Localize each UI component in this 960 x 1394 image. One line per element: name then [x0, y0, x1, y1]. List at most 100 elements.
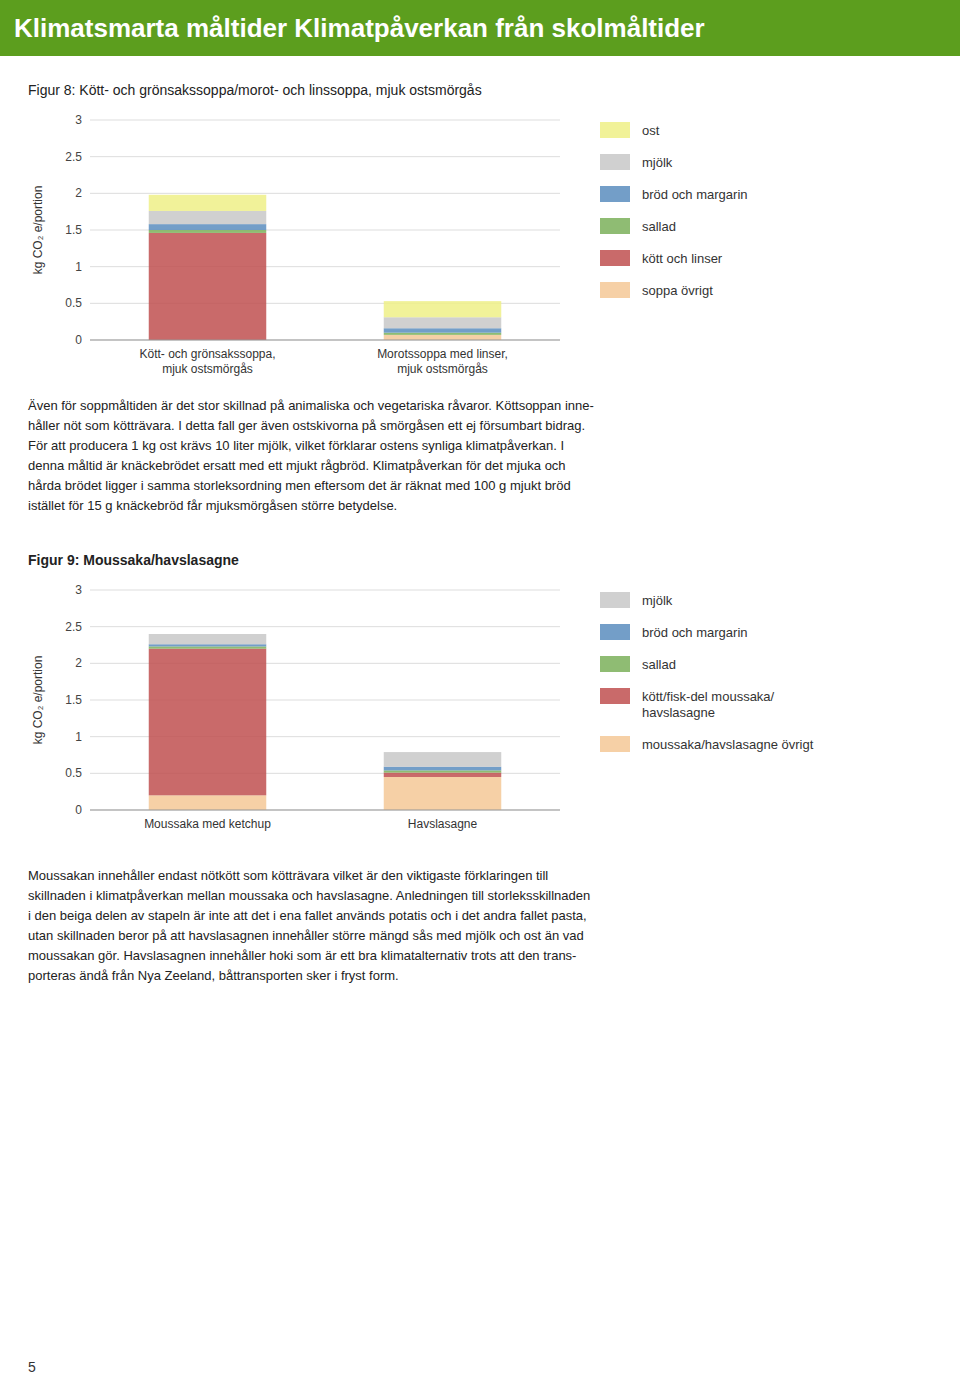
- bar-segment: [149, 233, 267, 340]
- bar-segment: [384, 777, 502, 810]
- x-tick-label: Morotssoppa med linser,mjuk ostsmörgås: [377, 347, 508, 376]
- text-line: Morotssoppa med linser,: [377, 347, 508, 361]
- legend-label: sallad: [642, 657, 676, 672]
- y-axis-label: kg CO₂ e/portion: [31, 186, 45, 275]
- text-line: mjölk: [642, 155, 673, 170]
- chart-title: Figur 9: Moussaka/havslasagne: [28, 552, 239, 568]
- text-line: kött/fisk-del moussaka/: [642, 689, 775, 704]
- y-tick-label: 0.5: [65, 296, 82, 310]
- legend-label: ost: [642, 123, 660, 138]
- text-line: Kött- och grönsakssoppa,: [139, 347, 275, 361]
- legend-swatch: [600, 250, 630, 266]
- bar-segment: [384, 317, 502, 328]
- text-line: kött och linser: [642, 251, 723, 266]
- y-axis-label: kg CO₂ e/portion: [31, 656, 45, 745]
- text-line: moussaka/havslasagne övrigt: [642, 737, 814, 752]
- legend-label: kött och linser: [642, 251, 723, 266]
- x-axis-line: [90, 810, 560, 811]
- body-text: utan skillnaden beror på att havslasagne…: [28, 928, 584, 943]
- body-text: i den beiga delen av stapeln är inte att…: [28, 908, 587, 923]
- background: [0, 0, 960, 1394]
- grid-line: [90, 626, 560, 627]
- legend-swatch: [600, 688, 630, 704]
- bars: [149, 634, 502, 810]
- text-line: sallad: [642, 657, 676, 672]
- bar-segment: [149, 646, 267, 648]
- grid-line: [90, 810, 560, 811]
- text-line: bröd och margarin: [642, 625, 748, 640]
- text-line: bröd och margarin: [642, 187, 748, 202]
- bar-segment: [149, 224, 267, 230]
- y-tick-label: 1.5: [65, 693, 82, 707]
- bar-segment: [384, 335, 502, 340]
- y-tick-label: 1.5: [65, 223, 82, 237]
- legend-swatch: [600, 186, 630, 202]
- grid-line: [90, 120, 560, 121]
- x-tick-label: Havslasagne: [408, 817, 478, 831]
- chart-title: Figur 8: Kött- och grönsakssoppa/morot- …: [28, 82, 482, 98]
- grid-line: [90, 340, 560, 341]
- legend-swatch: [600, 624, 630, 640]
- bar-segment: [149, 195, 267, 211]
- legend-swatch: [600, 218, 630, 234]
- bars: [149, 195, 502, 340]
- bar-segment: [384, 301, 502, 317]
- bar-segment: [149, 644, 267, 646]
- chart: Figur 9: Moussaka/havslasagne00.511.522.…: [28, 552, 814, 983]
- page-title: Klimatsmarta måltider Klimatpåverkan frå…: [14, 13, 705, 43]
- page: Klimatsmarta måltider Klimatpåverkan frå…: [0, 0, 960, 1394]
- bar-segment: [384, 752, 502, 767]
- page-number: 5: [28, 1359, 36, 1375]
- text-line: Havslasagne: [408, 817, 478, 831]
- y-tick-label: 2: [75, 656, 82, 670]
- body-text: moussakan gör. Havslasagnen innehåller h…: [28, 948, 576, 963]
- text-line: mjuk ostsmörgås: [162, 362, 253, 376]
- y-tick-label: 2.5: [65, 150, 82, 164]
- grid-line: [90, 193, 560, 194]
- body-text: Även för soppmåltiden är det stor skilln…: [28, 398, 594, 413]
- body-text: hårda brödet ligger i samma storleksordn…: [28, 478, 571, 493]
- text-line: ost: [642, 123, 660, 138]
- bar-segment: [384, 767, 502, 771]
- y-tick-label: 2: [75, 186, 82, 200]
- body-text: skillnaden i klimatpåverkan mellan mouss…: [28, 888, 590, 903]
- bar-segment: [149, 211, 267, 224]
- y-tick-label: 2.5: [65, 620, 82, 634]
- bar-segment: [384, 328, 502, 332]
- legend-label: soppa övrigt: [642, 283, 713, 298]
- legend-swatch: [600, 282, 630, 298]
- text-line: havslasagne: [642, 705, 715, 720]
- legend-swatch: [600, 592, 630, 608]
- bar-segment: [149, 230, 267, 233]
- bar-segment: [149, 795, 267, 810]
- header-bar: [0, 0, 960, 56]
- y-tick-label: 0: [75, 333, 82, 347]
- bar-segment: [384, 773, 502, 777]
- legend-swatch: [600, 154, 630, 170]
- legend-swatch: [600, 122, 630, 138]
- text-line: soppa övrigt: [642, 283, 713, 298]
- legend-label: mjölk: [642, 155, 673, 170]
- body-text: håller nöt som kötträvara. I detta fall …: [28, 418, 585, 433]
- grid-line: [90, 590, 560, 591]
- body-text: denna måltid är knäckebrödet ersatt med …: [28, 458, 566, 473]
- text-line: sallad: [642, 219, 676, 234]
- grid-line: [90, 156, 560, 157]
- bar-segment: [149, 649, 267, 796]
- legend-swatch: [600, 656, 630, 672]
- bar-segment: [149, 634, 267, 644]
- y-tick-label: 0.5: [65, 766, 82, 780]
- body-text: Moussakan innehåller endast nötkött som …: [28, 868, 548, 883]
- y-tick-label: 1: [75, 730, 82, 744]
- y-tick-label: 3: [75, 113, 82, 127]
- bar-segment: [384, 770, 502, 772]
- legend-label: mjölk: [642, 593, 673, 608]
- body-text: porteras ändå från Nya Zeeland, båttrans…: [28, 968, 399, 983]
- x-tick-label: Kött- och grönsakssoppa,mjuk ostsmörgås: [139, 347, 275, 376]
- y-tick-label: 1: [75, 260, 82, 274]
- bar-segment: [384, 333, 502, 335]
- legend-label: bröd och margarin: [642, 625, 748, 640]
- body-text: istället för 15 g knäckebröd får mjuksmö…: [28, 498, 397, 513]
- legend-label: kött/fisk-del moussaka/havslasagne: [642, 689, 775, 720]
- legend-label: moussaka/havslasagne övrigt: [642, 737, 814, 752]
